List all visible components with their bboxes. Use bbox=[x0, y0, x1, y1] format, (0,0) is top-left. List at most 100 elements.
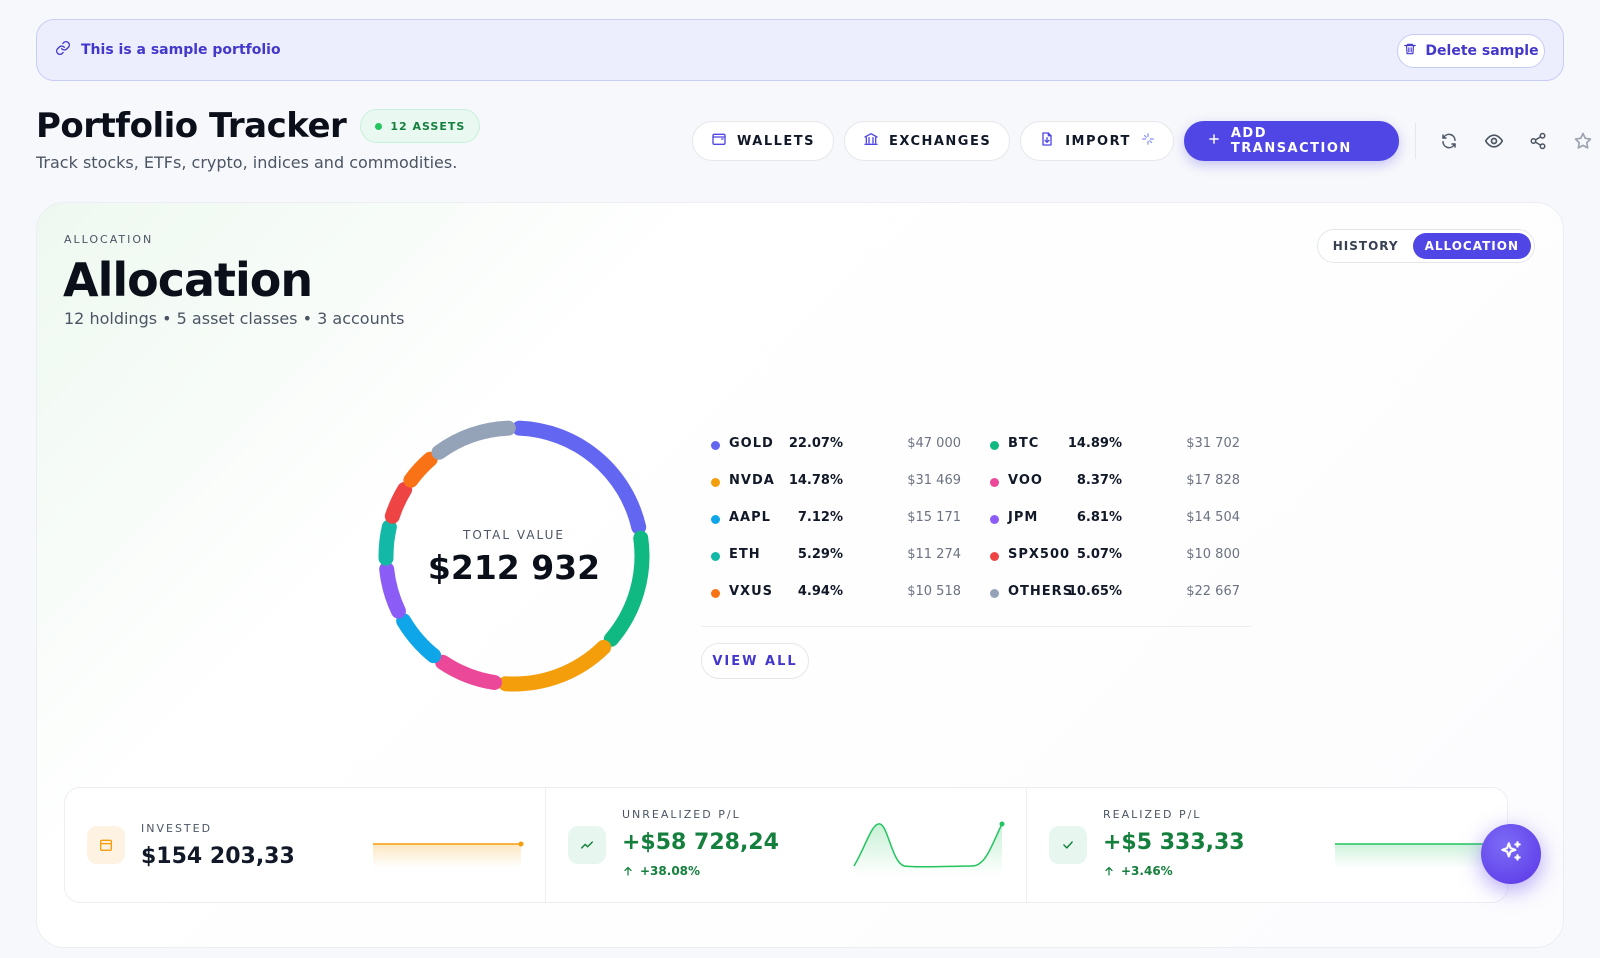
legend-ticker: VXUS bbox=[729, 584, 774, 599]
tab-history[interactable]: HISTORY bbox=[1332, 239, 1399, 253]
invested-label: INVESTED bbox=[141, 822, 213, 835]
legend-color-dot bbox=[990, 515, 999, 524]
sparkle-icon bbox=[1141, 132, 1155, 150]
delete-sample-label: Delete sample bbox=[1425, 43, 1539, 59]
sparkles-icon bbox=[1498, 839, 1524, 869]
star-icon[interactable] bbox=[1566, 122, 1600, 160]
realized-value: +$5 333,33 bbox=[1103, 830, 1245, 855]
legend-percent: 14.89% bbox=[1067, 436, 1122, 451]
bank-icon bbox=[863, 131, 879, 151]
view-toggle: HISTORY ALLOCATION bbox=[1316, 229, 1535, 263]
wallets-label: WALLETS bbox=[737, 133, 815, 149]
unrealized-change: +38.08% bbox=[622, 864, 700, 878]
legend-color-dot bbox=[990, 552, 999, 561]
invested-value: $154 203,33 bbox=[141, 844, 295, 869]
donut-slice-btc bbox=[603, 530, 650, 647]
banner-left: This is a sample portfolio bbox=[55, 40, 281, 60]
donut-slice-vxus bbox=[403, 451, 438, 488]
link-icon bbox=[55, 40, 71, 60]
assets-count-badge: 12 ASSETS bbox=[360, 109, 481, 143]
legend-value: $47 000 bbox=[907, 436, 961, 451]
unrealized-change-value: +38.08% bbox=[640, 864, 701, 878]
invested-stat: INVESTED $154 203,33 bbox=[65, 788, 546, 902]
legend-color-dot bbox=[711, 552, 720, 561]
total-value: $212 932 bbox=[427, 548, 601, 587]
donut-slice-eth bbox=[378, 519, 397, 566]
legend-value: $22 667 bbox=[1186, 584, 1240, 599]
legend-color-dot bbox=[990, 441, 999, 450]
allocation-donut-chart bbox=[378, 420, 650, 692]
legend-color-dot bbox=[990, 478, 999, 487]
import-label: IMPORT bbox=[1065, 133, 1131, 149]
plus-icon bbox=[1207, 132, 1221, 150]
wallet-icon bbox=[87, 826, 125, 864]
view-all-button[interactable]: VIEW ALL bbox=[701, 643, 809, 679]
delete-sample-button[interactable]: Delete sample bbox=[1397, 34, 1545, 68]
realized-change-value: +3.46% bbox=[1121, 864, 1173, 878]
refresh-icon[interactable] bbox=[1432, 122, 1466, 160]
wallet-icon bbox=[711, 131, 727, 151]
legend-value: $31 469 bbox=[907, 473, 961, 488]
ai-assistant-button[interactable] bbox=[1481, 824, 1541, 884]
legend-item: BTC 14.89% $31 702 bbox=[990, 436, 1240, 456]
donut-slice-others bbox=[431, 420, 516, 460]
legend-item: ETH 5.29% $11 274 bbox=[711, 547, 961, 567]
add-transaction-button[interactable]: ADD TRANSACTION bbox=[1183, 121, 1400, 161]
donut-slice-spx500 bbox=[384, 481, 413, 524]
legend-value: $14 504 bbox=[1186, 510, 1240, 525]
legend-item: GOLD 22.07% $47 000 bbox=[711, 436, 961, 456]
legend-percent: 14.78% bbox=[788, 473, 843, 488]
legend-ticker: JPM bbox=[1008, 510, 1039, 525]
legend-ticker: AAPL bbox=[729, 510, 771, 525]
assets-count-label: 12 ASSETS bbox=[390, 119, 466, 133]
donut-slice-gold bbox=[512, 420, 647, 535]
exchanges-button[interactable]: EXCHANGES bbox=[844, 121, 1011, 161]
legend-percent: 5.29% bbox=[797, 547, 843, 562]
realized-sparkline bbox=[1335, 843, 1491, 868]
share-icon[interactable] bbox=[1521, 122, 1555, 160]
check-icon bbox=[1049, 826, 1087, 864]
donut-slice-nvda bbox=[498, 639, 612, 692]
toolbar-divider bbox=[1415, 123, 1417, 159]
legend-percent: 7.12% bbox=[797, 510, 843, 525]
sample-banner: This is a sample portfolio Delete sample bbox=[36, 19, 1564, 81]
legend-ticker: VOO bbox=[1008, 473, 1043, 488]
legend-ticker: SPX500 bbox=[1008, 547, 1071, 562]
tab-allocation[interactable]: ALLOCATION bbox=[1412, 233, 1531, 259]
import-button[interactable]: IMPORT bbox=[1020, 121, 1174, 161]
card-eyebrow: ALLOCATION bbox=[64, 233, 154, 246]
donut-center: TOTAL VALUE $212 932 bbox=[369, 528, 659, 587]
legend-value: $11 274 bbox=[907, 547, 961, 562]
legend-color-dot bbox=[711, 515, 720, 524]
legend-item: VXUS 4.94% $10 518 bbox=[711, 584, 961, 604]
unrealized-stat: UNREALIZED P/L +$58 728,24 +38.08% bbox=[546, 788, 1027, 902]
legend-ticker: BTC bbox=[1008, 436, 1040, 451]
legend-value: $17 828 bbox=[1186, 473, 1240, 488]
unrealized-label: UNREALIZED P/L bbox=[622, 808, 741, 821]
donut-slice-jpm bbox=[379, 561, 406, 619]
legend-percent: 4.94% bbox=[797, 584, 843, 599]
legend-ticker: OTHERS bbox=[1008, 584, 1074, 599]
legend-color-dot bbox=[990, 589, 999, 598]
exchanges-label: EXCHANGES bbox=[889, 133, 992, 149]
legend-percent: 6.81% bbox=[1076, 510, 1122, 525]
donut-slice-voo bbox=[435, 654, 502, 691]
legend-percent: 5.07% bbox=[1076, 547, 1122, 562]
legend-item: OTHERS 10.65% $22 667 bbox=[990, 584, 1240, 604]
total-value-label: TOTAL VALUE bbox=[463, 528, 565, 542]
legend-ticker: NVDA bbox=[729, 473, 775, 488]
eye-icon[interactable] bbox=[1477, 122, 1511, 160]
toolbar: WALLETS EXCHANGES IMPORT ADD TRANSACTION bbox=[692, 121, 1600, 161]
wallets-button[interactable]: WALLETS bbox=[692, 121, 834, 161]
legend-ticker: GOLD bbox=[729, 436, 774, 451]
page-title: Portfolio Tracker bbox=[36, 106, 347, 146]
legend-value: $10 800 bbox=[1186, 547, 1240, 562]
unrealized-value: +$58 728,24 bbox=[622, 830, 779, 855]
card-title: Allocation bbox=[63, 253, 313, 307]
legend-divider bbox=[701, 626, 1251, 627]
trend-up-icon bbox=[568, 826, 606, 864]
allocation-card: ALLOCATION Allocation 12 holdings • 5 as… bbox=[36, 202, 1564, 948]
invested-sparkline bbox=[373, 841, 524, 868]
legend-item: AAPL 7.12% $15 171 bbox=[711, 510, 961, 530]
realized-change: +3.46% bbox=[1103, 864, 1173, 878]
